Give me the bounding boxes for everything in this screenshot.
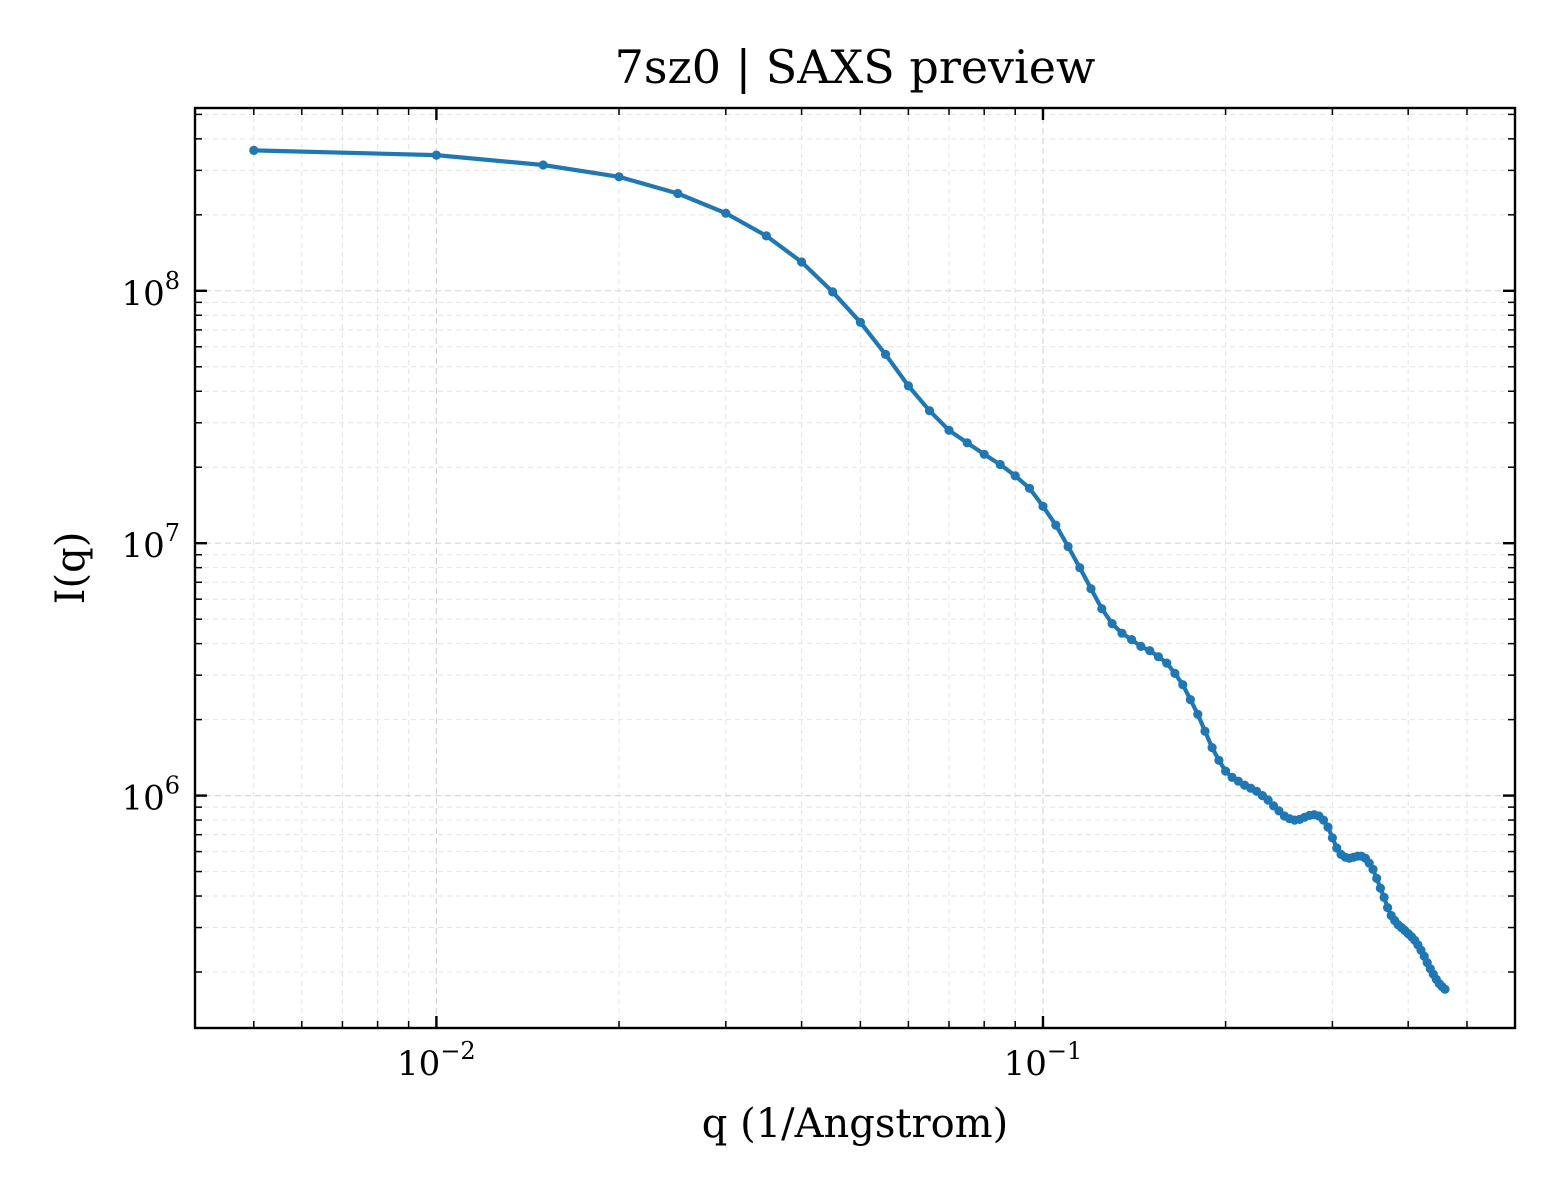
data-point: [995, 459, 1005, 470]
data-point: [1318, 815, 1329, 825]
y-tick-label: 107: [121, 519, 180, 566]
data-point: [1379, 892, 1389, 903]
data-point: [828, 287, 838, 297]
data-point: [979, 449, 989, 459]
data-point: [1185, 695, 1195, 705]
grid: [194, 108, 1516, 1028]
data-point: [1136, 641, 1146, 652]
data-point: [1375, 883, 1385, 893]
data-point: [431, 150, 441, 160]
data-point: [1086, 584, 1096, 594]
data-point: [1162, 658, 1172, 668]
data-point: [721, 208, 731, 218]
data-point: [1207, 743, 1217, 753]
data-point: [1193, 709, 1203, 719]
data-point: [761, 231, 772, 241]
data-point: [1127, 635, 1137, 645]
data-point: [1097, 604, 1107, 614]
data-point: [1383, 903, 1393, 913]
data-point: [1153, 652, 1163, 662]
data-point: [1440, 984, 1450, 994]
data-point: [673, 188, 683, 199]
data-point: [855, 317, 866, 327]
data-point: [903, 381, 914, 391]
data-point: [1145, 646, 1155, 656]
data-point: [962, 438, 972, 448]
data-point: [1263, 795, 1273, 805]
data-point: [1010, 471, 1020, 481]
data-point: [1323, 822, 1333, 832]
data-point: [1178, 680, 1188, 690]
data-point: [1051, 520, 1061, 530]
data-point: [880, 349, 891, 359]
axis-ticks: [194, 108, 1516, 1028]
data-point: [1170, 668, 1180, 679]
y-tick-label: 106: [121, 772, 180, 819]
tick-labels: 10−2 10−1 106 107 108: [121, 267, 1082, 1084]
x-axis-label: q (1/Angstrom): [702, 1101, 1008, 1147]
data-point: [1063, 541, 1073, 552]
data-point: [1038, 501, 1048, 511]
data-point: [1075, 563, 1085, 573]
x-tick-label: 10−1: [1004, 1037, 1083, 1084]
data-point: [797, 257, 807, 267]
data-point: [1221, 766, 1231, 776]
data-point: [249, 145, 259, 155]
y-tick-label: 108: [121, 267, 180, 314]
data-point: [1327, 833, 1337, 843]
data-point: [614, 172, 624, 182]
data-point: [1117, 628, 1127, 638]
data-point: [944, 425, 954, 435]
data-point: [538, 160, 548, 170]
data-point: [1107, 619, 1117, 629]
data-point: [1368, 864, 1378, 875]
chart-title: 7sz0 | SAXS preview: [615, 40, 1096, 94]
x-tick-label: 10−2: [397, 1037, 476, 1084]
data-point: [1024, 483, 1035, 493]
y-axis-label: I(q): [48, 532, 94, 605]
data-point: [1372, 873, 1382, 884]
data-point: [924, 406, 935, 416]
data-point: [1200, 726, 1210, 736]
data-point: [1214, 755, 1224, 765]
series-layer: [249, 145, 1450, 994]
